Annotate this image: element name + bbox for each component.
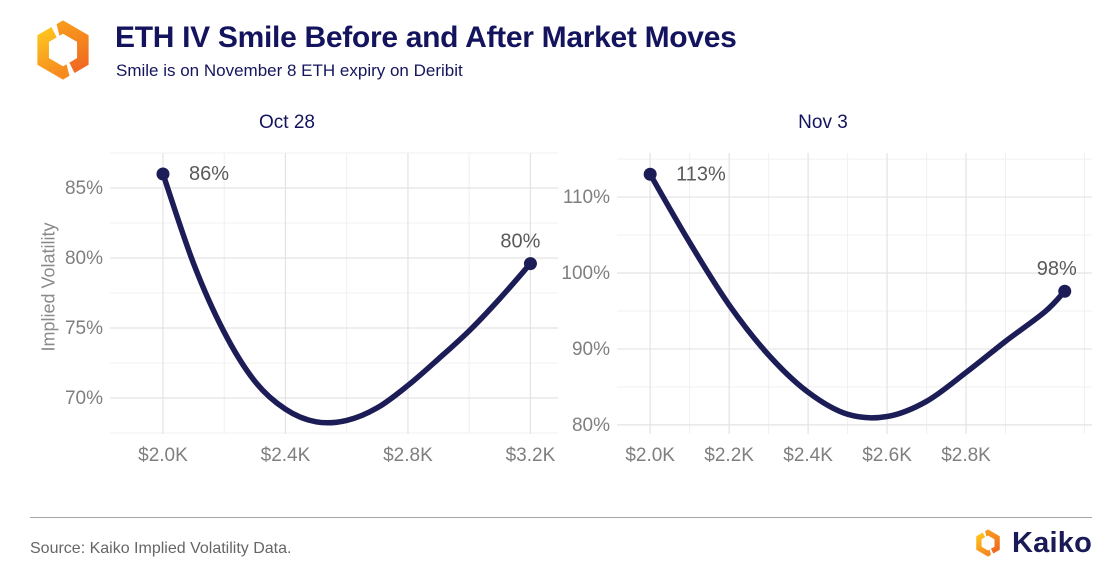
chart-nov3: $2.0K $2.2K $2.4K $2.6K $2.8K 80% 90% 100% 110% 1…	[561, 153, 1092, 466]
x-tick-label: $2.6K	[862, 445, 912, 466]
iv-smile-curve	[160, 171, 534, 426]
source-note: Source: Kaiko Implied Volatility Data.	[30, 540, 292, 557]
y-tick-label: 70%	[65, 388, 103, 409]
kaiko-logo-icon	[37, 20, 89, 80]
page-title: ETH IV Smile Before and After Market Mov…	[115, 21, 737, 54]
brand-wordmark: Kaiko	[1012, 526, 1092, 559]
y-tick-label: 90%	[572, 339, 610, 360]
point-value-label: 80%	[500, 231, 540, 253]
footer-divider	[30, 517, 1092, 518]
chart-title-nov3: Nov 3	[798, 112, 848, 133]
kaiko-logo-icon-small	[976, 529, 1000, 557]
x-tick-label: $3.2K	[506, 445, 556, 466]
point-value-label: 98%	[1037, 258, 1077, 280]
chart-oct28: $2.0K $2.4K $2.8K $3.2K 70% 75% 80% 85% 86% 80%	[65, 152, 558, 466]
x-tick-label: $2.0K	[138, 445, 188, 466]
point-value-label: 86%	[189, 163, 229, 185]
iv-smile-curve	[647, 171, 1068, 421]
y-tick-label: 100%	[561, 263, 610, 284]
curve-endpoint-dot	[523, 257, 537, 271]
x-tick-label: $2.0K	[625, 445, 675, 466]
x-tick-label: $2.4K	[783, 445, 833, 466]
x-tick-label: $2.8K	[941, 445, 991, 466]
chart-title-oct28: Oct 28	[259, 112, 315, 133]
curve-endpoint-dot	[643, 167, 657, 181]
y-tick-label: 85%	[65, 178, 103, 199]
x-tick-label: $2.8K	[383, 445, 433, 466]
page-subtitle: Smile is on November 8 ETH expiry on Der…	[116, 61, 463, 80]
point-value-label: 113%	[676, 163, 726, 185]
x-tick-label: $2.2K	[704, 445, 754, 466]
x-tick-label: $2.4K	[261, 445, 311, 466]
curve-endpoint-dot	[156, 167, 170, 181]
y-tick-label: 80%	[65, 248, 103, 269]
y-tick-label: 80%	[572, 415, 610, 436]
y-tick-label: 75%	[65, 318, 103, 339]
y-tick-label: 110%	[563, 187, 610, 208]
footer-brand: Kaiko	[971, 526, 1092, 560]
curve-endpoint-dot	[1058, 284, 1072, 298]
